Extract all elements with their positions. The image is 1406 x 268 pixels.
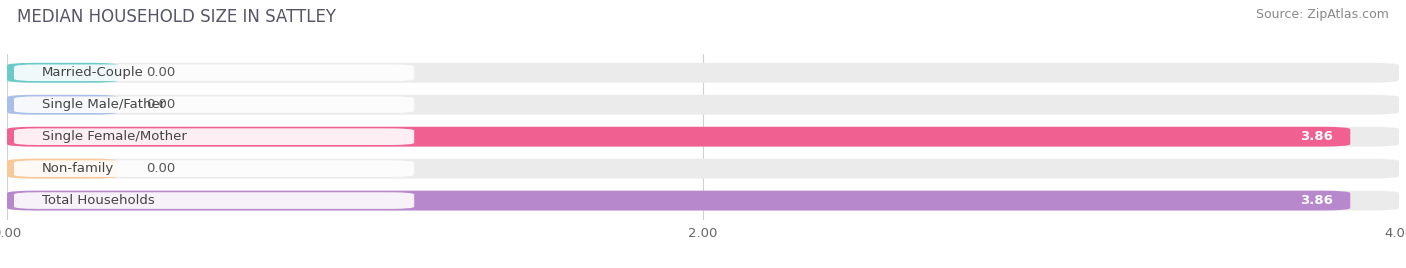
Text: 3.86: 3.86 [1301, 130, 1333, 143]
FancyBboxPatch shape [14, 65, 415, 81]
FancyBboxPatch shape [7, 159, 118, 178]
FancyBboxPatch shape [14, 128, 415, 145]
FancyBboxPatch shape [14, 160, 415, 177]
FancyBboxPatch shape [14, 192, 415, 209]
FancyBboxPatch shape [7, 127, 1350, 147]
FancyBboxPatch shape [7, 95, 118, 115]
Text: Total Households: Total Households [42, 194, 155, 207]
Text: Source: ZipAtlas.com: Source: ZipAtlas.com [1256, 8, 1389, 21]
FancyBboxPatch shape [7, 191, 1350, 210]
Text: Single Male/Father: Single Male/Father [42, 98, 165, 111]
Text: Married-Couple: Married-Couple [42, 66, 143, 79]
Text: MEDIAN HOUSEHOLD SIZE IN SATTLEY: MEDIAN HOUSEHOLD SIZE IN SATTLEY [17, 8, 336, 26]
FancyBboxPatch shape [7, 63, 118, 83]
FancyBboxPatch shape [7, 63, 1399, 83]
Text: Non-family: Non-family [42, 162, 114, 175]
FancyBboxPatch shape [7, 95, 1399, 115]
Text: 0.00: 0.00 [146, 162, 176, 175]
Text: 0.00: 0.00 [146, 66, 176, 79]
Text: 0.00: 0.00 [146, 98, 176, 111]
FancyBboxPatch shape [7, 191, 1399, 210]
FancyBboxPatch shape [7, 159, 1399, 178]
FancyBboxPatch shape [7, 127, 1399, 147]
Text: 3.86: 3.86 [1301, 194, 1333, 207]
Text: Single Female/Mother: Single Female/Mother [42, 130, 187, 143]
FancyBboxPatch shape [14, 96, 415, 113]
